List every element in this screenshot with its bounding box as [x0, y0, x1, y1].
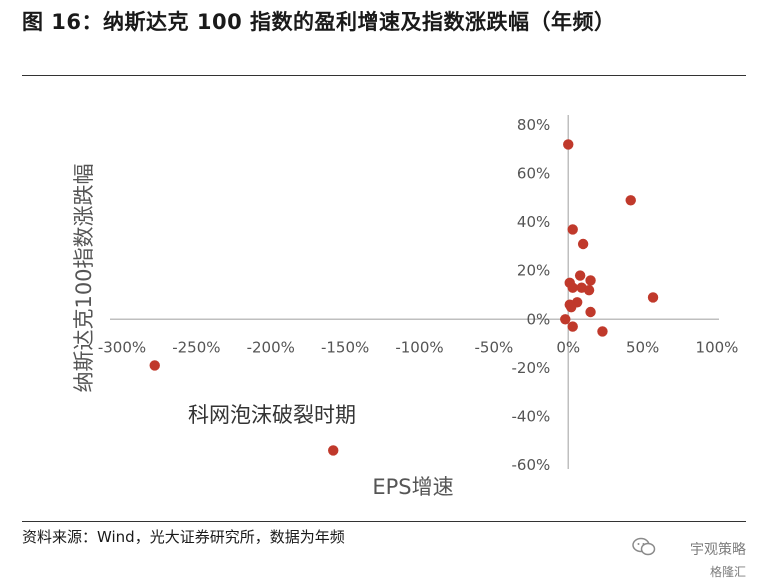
y-tick-label: -20%: [511, 359, 550, 377]
x-tick-label: -150%: [321, 338, 369, 356]
data-point: [574, 270, 586, 281]
data-point: [647, 292, 659, 303]
data-point: [585, 275, 596, 286]
data-point: [577, 238, 589, 250]
bottom-rule: [22, 521, 746, 522]
annotation-dotcom-bust: 科网泡沫破裂时期: [188, 403, 356, 427]
tick-labels: -300% -250% -200% -150% -100% -50% 0% 50% 100% -6…: [98, 116, 739, 474]
watermark-brand: 宇观策略: [690, 542, 746, 558]
x-tick-label: 100%: [696, 338, 739, 356]
data-point: [566, 301, 577, 313]
data-point: [567, 321, 578, 332]
x-tick-label: -250%: [172, 338, 220, 356]
y-tick-label: 60%: [517, 165, 550, 183]
y-tick-label: -60%: [511, 456, 550, 474]
data-point: [597, 326, 608, 337]
watermark: 宇观策略 格隆汇: [632, 535, 752, 583]
y-tick-label: 20%: [517, 262, 550, 280]
y-axis-label: 纳斯达克100指数涨跌幅: [72, 163, 96, 392]
axes: [110, 115, 719, 469]
y-tick-label: 40%: [517, 213, 550, 231]
x-tick-label: -200%: [247, 338, 295, 356]
y-tick-label: 0%: [526, 310, 550, 328]
data-point: [585, 306, 596, 318]
data-point: [328, 445, 339, 456]
top-rule: [22, 75, 746, 76]
scatter-chart: -300% -250% -200% -150% -100% -50% 0% 50% 100% -6…: [72, 115, 739, 499]
x-tick-label: -300%: [98, 338, 146, 356]
watermark-sub: 格隆汇: [709, 565, 746, 579]
y-tick-label: -40%: [511, 407, 550, 425]
data-points: [149, 139, 659, 456]
x-tick-label: 50%: [626, 338, 659, 356]
data-point: [560, 314, 571, 325]
data-point: [563, 139, 574, 150]
x-tick-label: -50%: [474, 338, 513, 356]
y-tick-label: 80%: [517, 116, 550, 134]
data-point: [583, 284, 595, 296]
x-tick-label: 0%: [556, 338, 580, 356]
x-tick-label: -100%: [395, 338, 443, 356]
x-axis-label: EPS增速: [372, 475, 453, 499]
data-point: [625, 195, 636, 206]
data-point: [567, 282, 578, 293]
data-point: [567, 224, 578, 235]
data-point: [149, 360, 160, 371]
wechat-icon: [632, 537, 656, 556]
figure-title: 图 16：纳斯达克 100 指数的盈利增速及指数涨跌幅（年频）: [22, 10, 616, 34]
source-note: 资料来源：Wind，光大证券研究所，数据为年频: [22, 528, 345, 546]
